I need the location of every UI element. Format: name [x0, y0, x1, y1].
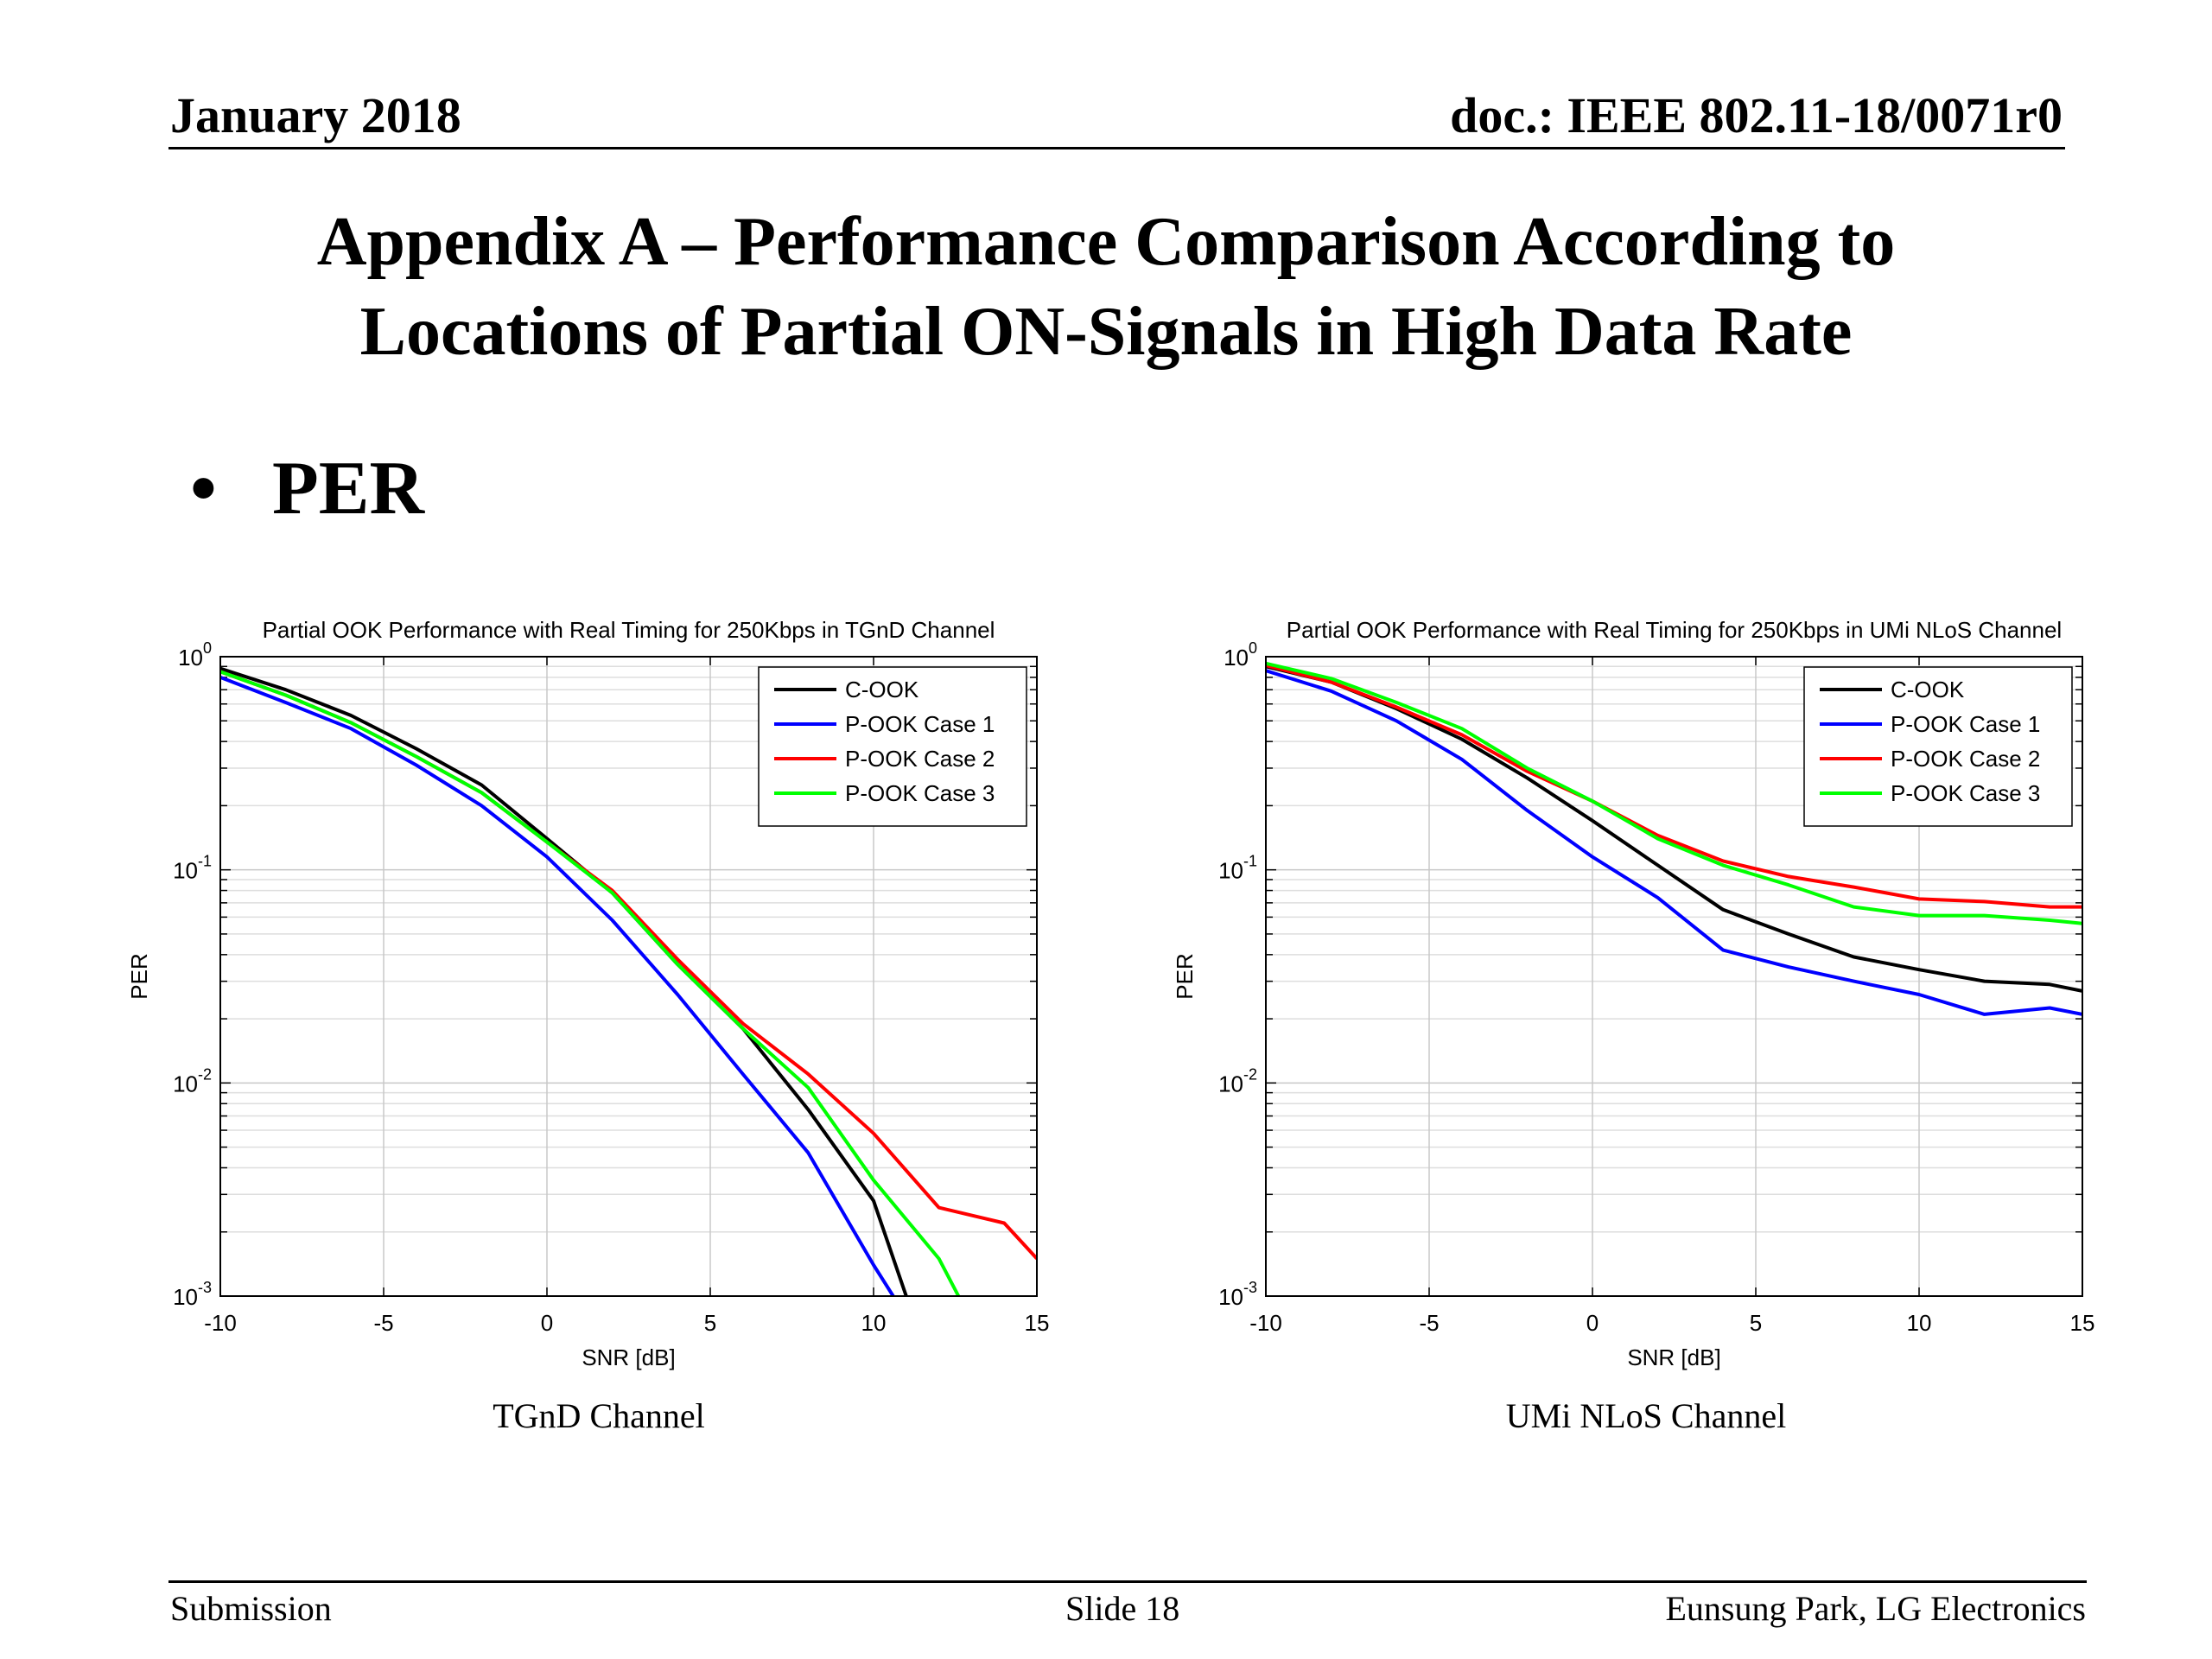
- x-tick-label: 10: [1907, 1310, 1932, 1336]
- header-rule: [168, 147, 2065, 149]
- footer-rule: [168, 1580, 2087, 1583]
- x-tick-label: -5: [373, 1310, 393, 1336]
- y-tick-base: 10: [178, 645, 203, 671]
- legend-label: P-OOK Case 1: [1891, 711, 2040, 737]
- legend-label: C-OOK: [845, 677, 919, 702]
- legend-label: P-OOK Case 2: [1891, 746, 2040, 772]
- series-line-1: [1266, 669, 2082, 1016]
- header-doc-id: doc.: IEEE 802.11-18/0071r0: [1450, 87, 2063, 143]
- slide-title-line-1: Appendix A – Performance Comparison Acco…: [316, 204, 1896, 280]
- footer-author: Eunsung Park, LG Electronics: [1665, 1589, 2086, 1628]
- series-line-3: [220, 670, 961, 1296]
- legend-label: C-OOK: [1891, 677, 1965, 702]
- slide-title-line-2: Locations of Partial ON-Signals in High …: [359, 294, 1853, 370]
- y-tick-base: 10: [1218, 1071, 1243, 1096]
- x-tick-label: -10: [204, 1310, 237, 1336]
- y-tick-label: 10-1: [1218, 853, 1257, 884]
- x-tick-label: 0: [1586, 1310, 1599, 1336]
- series-line-2: [1266, 664, 2082, 909]
- series-line-3: [1266, 661, 2082, 925]
- axes-frame: [219, 656, 1038, 1297]
- x-tick-label: 10: [861, 1310, 887, 1336]
- chart-title: Partial OOK Performance with Real Timing…: [263, 617, 995, 643]
- y-tick-label: 10-3: [173, 1279, 212, 1310]
- x-tick-label: 0: [541, 1310, 553, 1336]
- y-tick-base: 10: [1218, 858, 1243, 884]
- x-axis-label: SNR [dB]: [582, 1344, 675, 1370]
- legend-label: P-OOK Case 2: [845, 746, 995, 772]
- x-axis-label: SNR [dB]: [1627, 1344, 1720, 1370]
- y-tick-base: 10: [1224, 645, 1249, 671]
- y-tick-exponent: -3: [1243, 1279, 1257, 1296]
- legend-box: [758, 666, 1027, 827]
- bullet-marker: •: [190, 447, 217, 531]
- chart-tgnd: -10 -5 0 5 10 15 100 10-1 10-2 10-3 Partial OOK Pe…: [112, 596, 1158, 1374]
- y-tick-exponent: -2: [198, 1065, 212, 1083]
- header-date: January 2018: [170, 87, 461, 143]
- axes-frame: [1265, 656, 2083, 1297]
- x-tick-label: 15: [2070, 1310, 2095, 1336]
- y-tick-base: 10: [173, 1284, 198, 1310]
- legend: C-OOK P-OOK Case 1 P-OOK Case 2 P-OOK Case …: [1803, 666, 2073, 827]
- series-group: [220, 666, 1037, 1296]
- y-tick-exponent: -1: [1243, 853, 1257, 870]
- x-tick-label: -5: [1419, 1310, 1439, 1336]
- series-group: [1266, 661, 2082, 1016]
- legend-box: [1803, 666, 2073, 827]
- y-tick-label: 10-3: [1218, 1279, 1257, 1310]
- y-axis-label: PER: [126, 953, 152, 999]
- y-tick-label: 100: [1224, 639, 1257, 671]
- y-tick-label: 100: [178, 639, 212, 671]
- x-tick-label: 15: [1025, 1310, 1050, 1336]
- y-tick-base: 10: [173, 858, 198, 884]
- series-line-1: [220, 676, 895, 1296]
- legend-label: P-OOK Case 3: [845, 780, 995, 806]
- y-tick-base: 10: [173, 1071, 198, 1096]
- y-tick-base: 10: [1218, 1284, 1243, 1310]
- y-tick-exponent: -2: [1243, 1065, 1257, 1083]
- y-tick-label: 10-2: [1218, 1065, 1257, 1096]
- caption-umi-nlos: UMi NLoS Channel: [1505, 1396, 1787, 1435]
- chart-umi-nlos: -10 -5 0 5 10 15 100 10-1 10-2 10-3 Partial OOK Pe…: [1158, 596, 2203, 1374]
- x-tick-label: 5: [704, 1310, 716, 1336]
- footer-submission: Submission: [170, 1589, 332, 1628]
- y-tick-label: 10-1: [173, 853, 212, 884]
- y-tick-exponent: -1: [198, 853, 212, 870]
- minor-grid: [1266, 665, 2082, 1233]
- caption-tgnd: TGnD Channel: [493, 1396, 705, 1435]
- footer-slide-number: Slide 18: [1065, 1589, 1180, 1628]
- legend-label: P-OOK Case 1: [845, 711, 995, 737]
- y-tick-label: 10-2: [173, 1065, 212, 1096]
- series-line-0: [1266, 664, 2082, 993]
- y-tick-exponent: -3: [198, 1279, 212, 1296]
- slide-title: Appendix A – Performance Comparison Acco…: [0, 197, 2212, 377]
- y-axis-label: PER: [1172, 953, 1198, 999]
- y-tick-exponent: 0: [1249, 639, 1257, 657]
- bullet-text: PER: [272, 447, 424, 531]
- y-tick-exponent: 0: [203, 639, 212, 657]
- legend-label: P-OOK Case 3: [1891, 780, 2040, 806]
- bullet-item: • PER: [190, 445, 424, 532]
- x-tick-label: 5: [1750, 1310, 1762, 1336]
- chart-title: Partial OOK Performance with Real Timing…: [1287, 617, 2062, 643]
- minor-grid: [220, 665, 1037, 1233]
- x-tick-label: -10: [1249, 1310, 1282, 1336]
- legend: C-OOK P-OOK Case 1 P-OOK Case 2 P-OOK Case …: [758, 666, 1027, 827]
